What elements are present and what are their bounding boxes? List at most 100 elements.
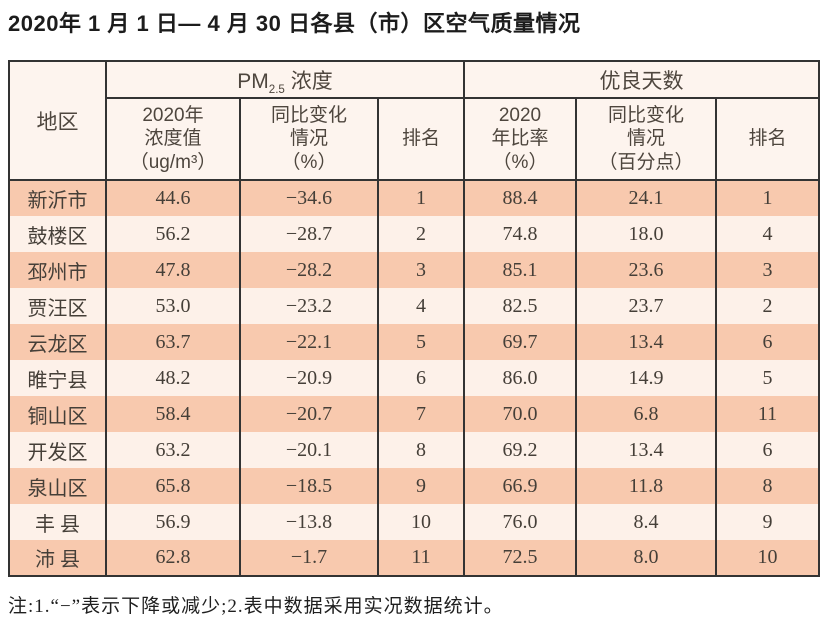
pm-change-cell: −13.8 (239, 504, 379, 540)
pm-label-suffix: 浓度 (284, 69, 333, 93)
good-rank-cell: 5 (714, 360, 821, 396)
table-row: 睢宁县 48.2 −20.9 6 86.0 14.9 5 (8, 360, 821, 396)
good-change-cell: 13.4 (575, 324, 717, 360)
good-rank-cell: 8 (714, 468, 821, 504)
pm-change-cell: −20.9 (239, 360, 379, 396)
region-cell: 邳州市 (8, 252, 107, 288)
table-row: 泉山区 65.8 −18.5 9 66.9 11.8 8 (8, 468, 821, 504)
region-cell: 鼓楼区 (8, 216, 107, 252)
table-row: 鼓楼区 56.2 −28.7 2 74.8 18.0 4 (8, 216, 821, 252)
pm-value-cell: 48.2 (105, 360, 241, 396)
table-row: 新沂市 44.6 −34.6 1 88.4 24.1 1 (8, 180, 821, 216)
region-cell: 云龙区 (8, 324, 107, 360)
good-rate-cell: 72.5 (463, 540, 577, 576)
pm-rank-cell: 9 (377, 468, 465, 504)
pm-value-cell: 56.9 (105, 504, 241, 540)
good-rate-cell: 88.4 (463, 180, 577, 216)
pm-value-cell: 65.8 (105, 468, 241, 504)
pm-rank-cell: 2 (377, 216, 465, 252)
good-change-cell: 18.0 (575, 216, 717, 252)
good-change-cell: 8.4 (575, 504, 717, 540)
good-rate-cell: 70.0 (463, 396, 577, 432)
good-rate-cell: 86.0 (463, 360, 577, 396)
region-cell: 丰 县 (8, 504, 107, 540)
good-rank-cell: 11 (714, 396, 821, 432)
pm-change-cell: −20.1 (239, 432, 379, 468)
air-quality-table: 地区 PM2.5 浓度 优良天数 2020年 浓度值 （ug/m³） 同比变化 … (8, 60, 821, 577)
region-cell: 泉山区 (8, 468, 107, 504)
region-column-header: 地区 (8, 61, 107, 181)
pm-value-cell: 56.2 (105, 216, 241, 252)
pm-rank-cell: 8 (377, 432, 465, 468)
good-rank-cell: 6 (714, 324, 821, 360)
region-cell: 贾汪区 (8, 288, 107, 324)
pm-change-cell: −28.7 (239, 216, 379, 252)
page-title: 2020年 1 月 1 日— 4 月 30 日各县（市）区空气质量情况 (8, 11, 581, 36)
good-rate-cell: 82.5 (463, 288, 577, 324)
table-row: 邳州市 47.8 −28.2 3 85.1 23.6 3 (8, 252, 821, 288)
pm-rank-cell: 7 (377, 396, 465, 432)
good-change-cell: 14.9 (575, 360, 717, 396)
pm-label-main: PM (237, 69, 269, 93)
pm-change-cell: −23.2 (239, 288, 379, 324)
region-cell: 开发区 (8, 432, 107, 468)
pm-value-cell: 63.7 (105, 324, 241, 360)
pm-rank-cell: 1 (377, 180, 465, 216)
pm-value-cell: 62.8 (105, 540, 241, 576)
pm-rank-cell: 11 (377, 540, 465, 576)
region-cell: 睢宁县 (8, 360, 107, 396)
pm-value-cell: 58.4 (105, 396, 241, 432)
good-rate-cell: 76.0 (463, 504, 577, 540)
good-rank-cell: 1 (714, 180, 821, 216)
table-row: 沛 县 62.8 −1.7 11 72.5 8.0 10 (8, 540, 821, 576)
good-change-cell: 6.8 (575, 396, 717, 432)
pm-label-subscript: 2.5 (268, 83, 285, 96)
pm-change-cell: −22.1 (239, 324, 379, 360)
region-cell: 沛 县 (8, 540, 107, 576)
pm-rank-cell: 3 (377, 252, 465, 288)
good-rank-cell: 10 (714, 540, 821, 576)
good-days-group-header: 优良天数 (462, 61, 821, 99)
good-rate-cell: 69.2 (463, 432, 577, 468)
good-change-header: 同比变化 情况 （百分点） (575, 98, 717, 181)
good-rate-header: 2020 年比率 （%） (463, 98, 577, 181)
pm-change-cell: −20.7 (239, 396, 379, 432)
group-header-row: 地区 PM2.5 浓度 优良天数 (8, 61, 821, 181)
table-row: 开发区 63.2 −20.1 8 69.2 13.4 6 (8, 432, 821, 468)
sub-header-row: 2020年 浓度值 （ug/m³） 同比变化 情况 （%） 排名 2020 年比… (9, 98, 821, 181)
pm25-group-header: PM2.5 浓度 (105, 61, 465, 99)
footnote: 注:1.“−”表示下降或减少;2.表中数据采用实况数据统计。 (8, 596, 504, 617)
pm-value-cell: 63.2 (105, 432, 241, 468)
table-row: 贾汪区 53.0 −23.2 4 82.5 23.7 2 (8, 288, 821, 324)
good-rate-cell: 69.7 (463, 324, 577, 360)
pm-value-header: 2020年 浓度值 （ug/m³） (105, 98, 241, 181)
pm-change-cell: −34.6 (239, 180, 379, 216)
good-rank-cell: 4 (714, 216, 821, 252)
good-rate-cell: 74.8 (463, 216, 577, 252)
pm-rank-header: 排名 (377, 98, 465, 181)
pm-value-cell: 47.8 (105, 252, 241, 288)
pm-rank-cell: 5 (377, 324, 465, 360)
pm-change-cell: −28.2 (239, 252, 379, 288)
good-change-cell: 23.7 (575, 288, 717, 324)
pm-rank-cell: 6 (377, 360, 465, 396)
good-change-cell: 23.6 (575, 252, 717, 288)
pm-change-cell: −18.5 (239, 468, 379, 504)
good-rate-cell: 85.1 (463, 252, 577, 288)
good-change-cell: 11.8 (575, 468, 717, 504)
good-rank-header: 排名 (714, 98, 821, 181)
pm-rank-cell: 10 (377, 504, 465, 540)
pm-value-cell: 44.6 (105, 180, 241, 216)
pm-rank-cell: 4 (377, 288, 465, 324)
good-change-cell: 8.0 (575, 540, 717, 576)
region-cell: 新沂市 (8, 180, 107, 216)
table-body: 新沂市 44.6 −34.6 1 88.4 24.1 1 鼓楼区 56.2 −2… (8, 180, 821, 576)
good-rank-cell: 9 (714, 504, 821, 540)
good-rank-cell: 3 (714, 252, 821, 288)
table-row: 云龙区 63.7 −22.1 5 69.7 13.4 6 (8, 324, 821, 360)
good-rank-cell: 6 (714, 432, 821, 468)
good-change-cell: 13.4 (575, 432, 717, 468)
good-rank-cell: 2 (714, 288, 821, 324)
pm-value-cell: 53.0 (105, 288, 241, 324)
good-change-cell: 24.1 (575, 180, 717, 216)
